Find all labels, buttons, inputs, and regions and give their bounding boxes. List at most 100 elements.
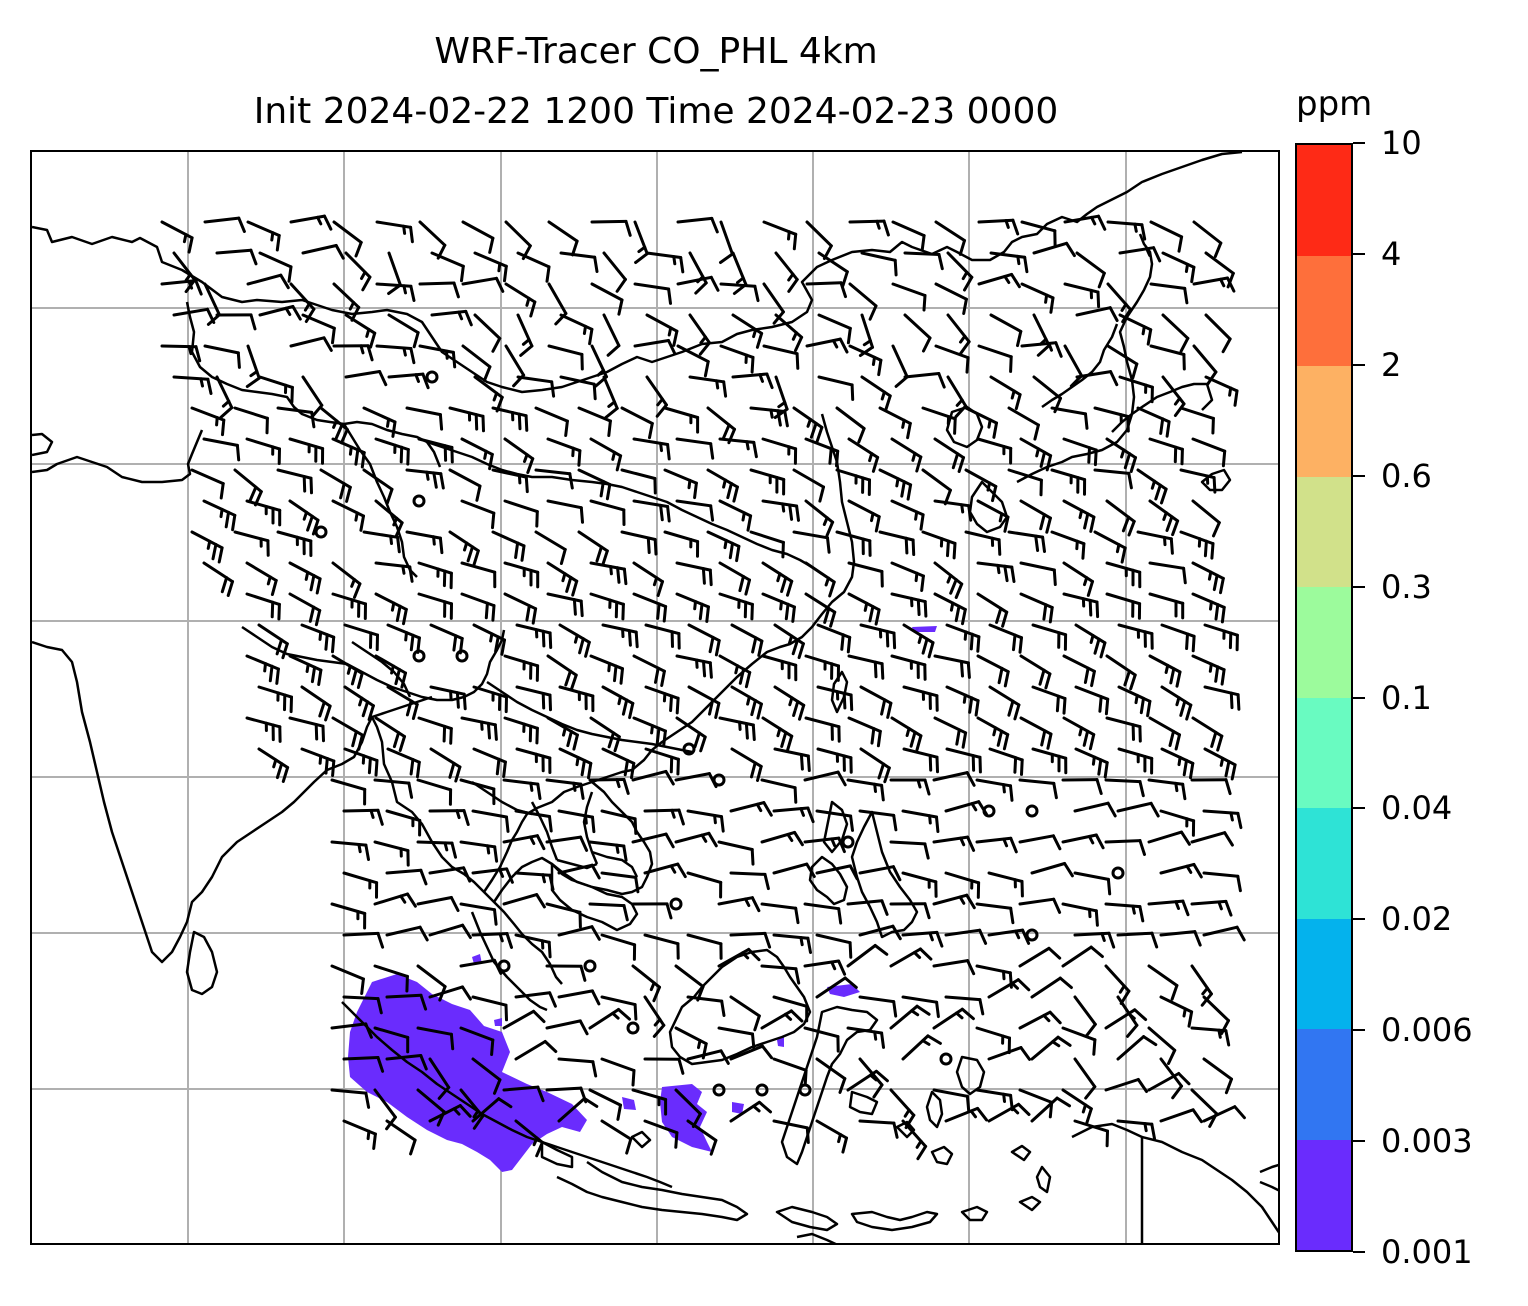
- wind-barb: [589, 716, 621, 753]
- wind-barb: [675, 437, 715, 460]
- wind-barb: [387, 372, 430, 390]
- wind-barb: [760, 902, 800, 925]
- wind-barb: [945, 623, 981, 653]
- wind-barb: [405, 406, 444, 431]
- wind-barb: [933, 654, 971, 679]
- wind-barb: [1063, 344, 1084, 388]
- wind-barb: [706, 468, 739, 503]
- wind-barb: [1136, 468, 1168, 505]
- wind-barb: [516, 251, 551, 283]
- wind-barb: [1179, 406, 1215, 435]
- wind-barb: [686, 995, 726, 1017]
- wind-barb: [946, 251, 974, 292]
- map-title: WRF-Tracer CO_PHL 4km: [434, 31, 878, 72]
- wind-barb: [428, 1104, 472, 1123]
- wind-barb: [731, 372, 774, 390]
- wind-barb: [472, 623, 506, 656]
- wind-barb: [674, 964, 705, 1002]
- wind-barb: [514, 1119, 544, 1158]
- wind-barb: [373, 1026, 410, 1054]
- wind-barb: [514, 809, 553, 833]
- wind-barb: [644, 623, 681, 650]
- coastlines: [32, 152, 1278, 1243]
- wind-barb: [1202, 1105, 1246, 1123]
- wind-barb: [1031, 685, 1067, 715]
- wind-barb: [1191, 592, 1226, 624]
- wind-barb: [718, 499, 753, 532]
- wind-barb: [258, 251, 293, 283]
- wind-barb: [258, 375, 294, 404]
- wind-barb: [846, 944, 889, 968]
- wind-barb: [1116, 931, 1159, 949]
- wind-barb: [332, 220, 363, 258]
- wind-barb: [215, 375, 234, 419]
- wind-barb: [934, 282, 968, 315]
- wind-barb: [717, 1026, 756, 1050]
- wind-barb: [461, 220, 495, 254]
- wind-barb: [805, 337, 849, 354]
- calm-wind-markers: [314, 370, 1125, 1097]
- wind-barb: [1074, 685, 1110, 716]
- wind-barb: [932, 771, 976, 787]
- wind-barb: [1019, 437, 1053, 472]
- colorbar-tick-label: 10: [1381, 124, 1422, 162]
- calm-marker: [682, 742, 696, 756]
- wind-barb: [847, 592, 881, 626]
- wind-barb: [620, 468, 657, 495]
- wind-barb: [1104, 902, 1145, 923]
- wind-barb: [1075, 306, 1119, 322]
- wind-barb: [373, 964, 409, 993]
- wind-barb: [418, 344, 457, 369]
- wind-barb: [491, 406, 529, 432]
- wind-barb: [473, 313, 502, 353]
- wind-barb: [1147, 964, 1179, 1001]
- wind-barb: [459, 840, 499, 863]
- wind-barb: [631, 832, 675, 849]
- wind-barb: [891, 344, 909, 388]
- wind-barb: [375, 220, 414, 244]
- wind-barb: [902, 623, 935, 659]
- calm-marker: [314, 525, 328, 539]
- wind-barb: [1073, 1119, 1109, 1148]
- wind-barb: [718, 561, 751, 596]
- wind-barb: [730, 685, 763, 720]
- wind-barb: [515, 685, 552, 712]
- wind-barb: [901, 995, 940, 1019]
- wind-barb: [686, 1119, 718, 1156]
- wind-barb: [804, 499, 835, 538]
- wind-barb: [557, 1057, 598, 1078]
- wind-barb: [772, 806, 815, 824]
- wind-barb: [890, 437, 923, 473]
- wind-barb: [546, 561, 579, 597]
- wind-barb: [374, 499, 404, 538]
- colorbar-tick: [1353, 1251, 1365, 1253]
- wind-barb: [944, 995, 985, 1016]
- wind-barb: [1161, 251, 1196, 284]
- wind-barb: [1104, 1008, 1148, 1030]
- wind-barb: [859, 747, 891, 784]
- wind-barb: [160, 279, 203, 296]
- wind-barb: [675, 499, 715, 522]
- wind-barb: [374, 437, 410, 466]
- wind-barb: [385, 1054, 428, 1071]
- wind-barb: [331, 654, 364, 689]
- wind-barb: [545, 964, 587, 982]
- wind-barb: [633, 339, 677, 356]
- wind-barb: [1160, 623, 1196, 653]
- colorbar-tick-label: 0.6: [1381, 456, 1432, 495]
- wind-barb: [1061, 945, 1104, 968]
- wind-barb: [762, 220, 798, 251]
- wind-barb: [729, 801, 773, 817]
- wind-barb: [1062, 499, 1096, 533]
- wind-barb: [558, 623, 591, 658]
- wind-barb: [514, 871, 555, 891]
- wind-barb: [1147, 899, 1190, 917]
- wind-barb: [803, 836, 846, 854]
- wind-barb: [858, 313, 874, 357]
- wind-barb: [946, 313, 971, 355]
- wind-barb: [643, 808, 685, 826]
- wind-barb: [160, 220, 194, 254]
- wind-barb: [1032, 313, 1051, 357]
- wind-barb: [1050, 468, 1087, 496]
- wind-barb: [589, 437, 623, 472]
